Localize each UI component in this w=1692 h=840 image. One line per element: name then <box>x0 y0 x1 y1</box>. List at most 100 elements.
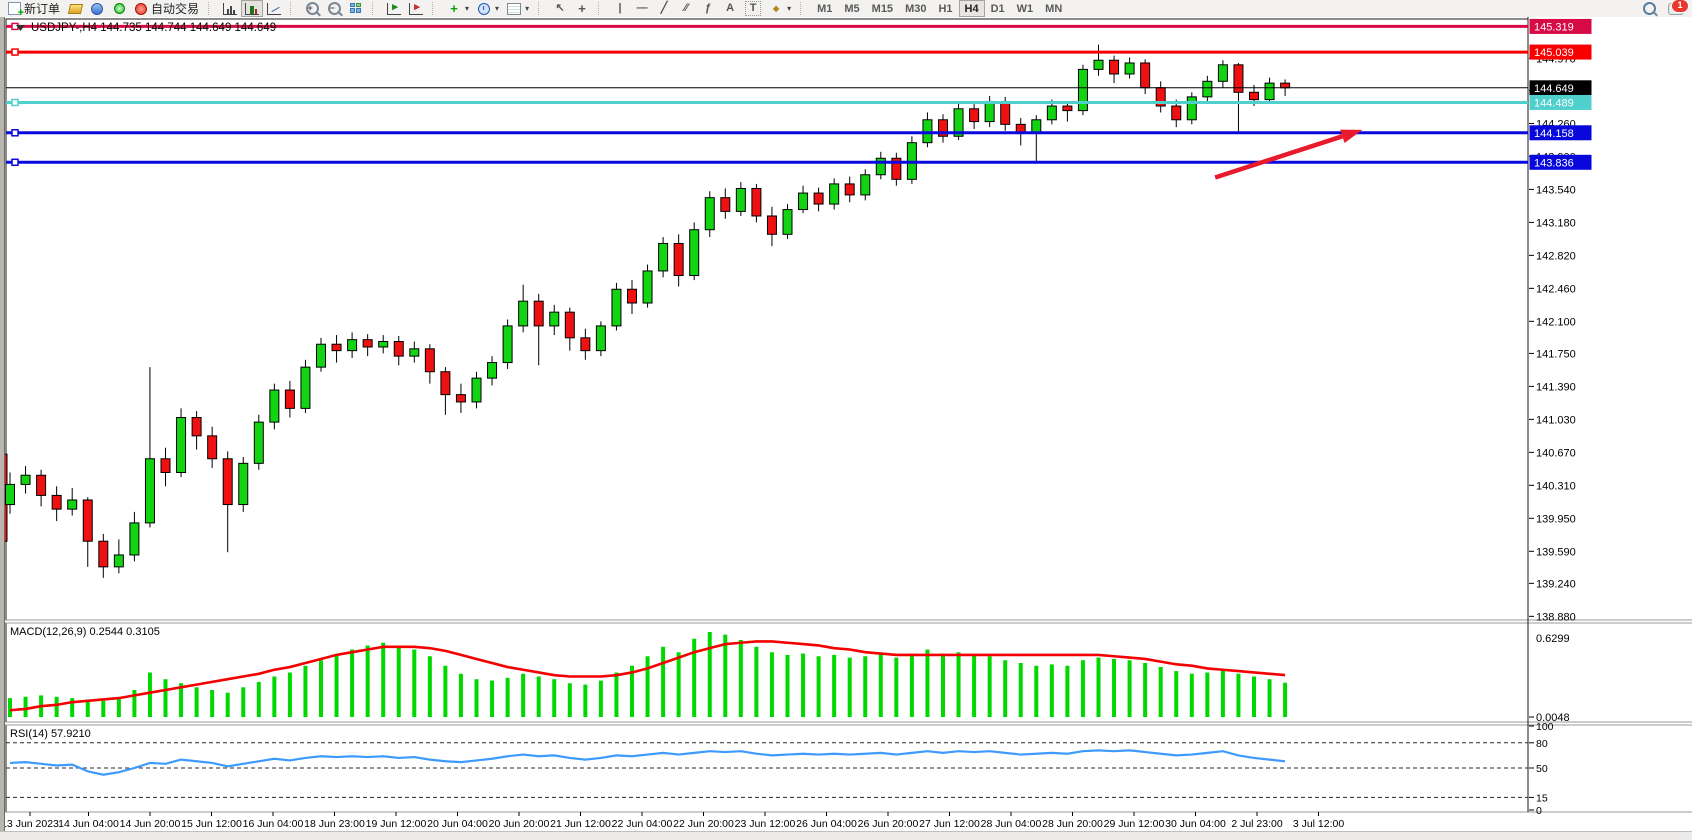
rsi-scale-label[interactable]: 0 <box>1536 805 1542 817</box>
indicators-button[interactable]: + ▾ <box>443 0 473 17</box>
fibonacci-tool-button[interactable]: ƒ <box>697 0 719 17</box>
rsi-scale-label[interactable]: 15 <box>1536 792 1548 804</box>
candle <box>160 458 171 473</box>
timeframe-button-d1[interactable]: D1 <box>990 2 1005 15</box>
time-axis-label[interactable]: 3 Jul 12:00 <box>1293 818 1345 830</box>
time-axis-label[interactable]: 22 Jun 20:00 <box>673 818 734 830</box>
price-badge-label: 144.489 <box>1534 97 1574 109</box>
candle <box>891 157 902 180</box>
price-axis-label[interactable]: 139.950 <box>1536 513 1576 525</box>
candlestick-icon <box>245 2 260 15</box>
time-axis-label[interactable]: 20 Jun 20:00 <box>489 818 550 830</box>
time-axis-label[interactable]: 13 Jun 2023 <box>1 818 59 830</box>
time-axis-label[interactable]: 22 Jun 04:00 <box>612 818 673 830</box>
price-axis-label[interactable]: 138.880 <box>1536 611 1576 623</box>
timeframe-button-h4[interactable]: H4 <box>958 0 985 17</box>
line-anchor-handle[interactable] <box>11 98 19 107</box>
timeframe-button-m1[interactable]: M1 <box>817 2 833 15</box>
price-axis-label[interactable]: 141.030 <box>1536 414 1576 426</box>
time-axis-label[interactable]: 2 Jul 23:00 <box>1231 818 1283 830</box>
horizontal-line-tool-button[interactable]: — <box>631 0 653 17</box>
search-icon[interactable] <box>1642 2 1656 15</box>
symbol-dropdown-icon[interactable] <box>16 25 25 31</box>
time-axis-label[interactable]: 28 Jun 20:00 <box>1042 818 1103 830</box>
price-axis-label[interactable]: 140.310 <box>1536 480 1576 492</box>
price-axis-label[interactable]: 142.100 <box>1536 316 1576 328</box>
time-axis-label[interactable]: 14 Jun 20:00 <box>120 818 181 830</box>
cursor-tool-button[interactable]: ↖ <box>549 0 571 17</box>
candlestick-chart-button[interactable] <box>241 0 264 17</box>
main-price-pane[interactable] <box>5 18 1529 621</box>
label-tool-button[interactable]: T <box>741 0 765 17</box>
time-axis-label[interactable]: 18 Jun 23:00 <box>304 818 365 830</box>
new-order-button[interactable]: + 新订单 <box>3 0 64 19</box>
crosshair-tool-button[interactable]: + <box>571 0 593 17</box>
time-axis-label[interactable]: 29 Jun 12:00 <box>1104 818 1165 830</box>
periods-button[interactable]: ▾ <box>473 0 503 17</box>
rsi-scale-label[interactable]: 80 <box>1536 738 1548 750</box>
price-axis-label[interactable]: 141.390 <box>1536 381 1576 393</box>
time-axis-label[interactable]: 19 Jun 12:00 <box>366 818 427 830</box>
candle <box>1217 64 1228 82</box>
auto-trading-button[interactable]: 自动交易 <box>130 0 203 17</box>
rsi-pane[interactable] <box>5 724 1529 813</box>
candle <box>1140 62 1151 89</box>
timeframe-button-w1[interactable]: W1 <box>1016 2 1034 15</box>
line-chart-button[interactable] <box>263 0 285 17</box>
time-axis-label[interactable]: 15 Jun 12:00 <box>181 818 242 830</box>
timeframe-button-m5[interactable]: M5 <box>844 2 860 15</box>
time-axis-label[interactable]: 26 Jun 04:00 <box>796 818 857 830</box>
price-axis-label[interactable]: 142.460 <box>1536 283 1576 295</box>
line-anchor-handle[interactable] <box>11 158 19 167</box>
rsi-scale-label[interactable]: 50 <box>1536 763 1548 775</box>
chart-title: USDJPY-,H4 144.735 144.744 144.649 144.6… <box>31 22 276 34</box>
candle <box>424 348 435 373</box>
line-anchor-handle[interactable] <box>11 129 19 137</box>
trend-arrow-annotation[interactable] <box>1214 134 1344 180</box>
signals-button[interactable] <box>108 0 130 17</box>
price-axis-label[interactable]: 139.590 <box>1536 546 1576 558</box>
zoom-out-button[interactable]: − <box>323 0 345 17</box>
channel-tool-button[interactable]: ∕∕ <box>675 0 697 17</box>
time-axis-label[interactable]: 23 Jun 12:00 <box>735 818 796 830</box>
price-axis-label[interactable]: 141.750 <box>1536 348 1576 360</box>
vertical-line-tool-button[interactable]: | <box>609 0 631 17</box>
price-axis-label[interactable]: 140.670 <box>1536 447 1576 459</box>
tile-windows-button[interactable] <box>345 0 367 17</box>
price-axis-label[interactable]: 143.180 <box>1536 217 1576 229</box>
arrows-tool-button[interactable]: ◆ ▾ <box>765 0 795 17</box>
time-axis-label[interactable]: 16 Jun 04:00 <box>243 818 304 830</box>
bar-chart-button[interactable] <box>219 0 241 17</box>
time-axis-label[interactable]: 20 Jun 04:00 <box>427 818 488 830</box>
price-axis-label[interactable]: 143.540 <box>1536 184 1576 196</box>
price-axis-label[interactable]: 139.240 <box>1536 578 1576 590</box>
candle <box>300 366 311 409</box>
timeframe-button-m30[interactable]: M30 <box>905 2 927 15</box>
time-axis-label[interactable]: 28 Jun 04:00 <box>981 818 1042 830</box>
time-axis-label[interactable]: 27 Jun 12:00 <box>919 818 980 830</box>
time-axis-label[interactable]: 30 Jun 04:00 <box>1165 818 1226 830</box>
price-axis-label[interactable]: 142.820 <box>1536 250 1576 262</box>
templates-button[interactable]: ▾ <box>503 0 533 17</box>
trendline-tool-button[interactable]: ╱ <box>653 0 675 17</box>
timeframe-button-m15[interactable]: M15 <box>871 2 894 15</box>
chart-shift-button[interactable]: ▸ <box>405 0 427 17</box>
chart-canvas[interactable]: 144.970144.620144.260143.900143.540143.1… <box>0 17 1692 840</box>
zoom-in-button[interactable]: + <box>301 0 323 17</box>
auto-scroll-button[interactable]: ▸ <box>383 0 405 17</box>
profiles-button[interactable] <box>64 0 86 17</box>
time-axis-label[interactable]: 26 Jun 20:00 <box>858 818 919 830</box>
text-tool-button[interactable]: A <box>719 0 741 17</box>
macd-pane[interactable] <box>5 622 1529 723</box>
candle <box>658 242 669 272</box>
time-axis-label[interactable]: 21 Jun 12:00 <box>550 818 611 830</box>
time-axis-label[interactable]: 14 Jun 04:00 <box>58 818 119 830</box>
chat-notifications-icon[interactable]: 1 <box>1666 0 1689 15</box>
rsi-scale-label[interactable]: 100 <box>1536 721 1554 733</box>
candle <box>284 389 295 409</box>
candle <box>1202 80 1213 98</box>
line-anchor-handle[interactable] <box>11 48 19 56</box>
timeframe-button-h1[interactable]: H1 <box>938 2 953 15</box>
community-button[interactable] <box>86 0 108 17</box>
timeframe-button-mn[interactable]: MN <box>1045 2 1063 15</box>
